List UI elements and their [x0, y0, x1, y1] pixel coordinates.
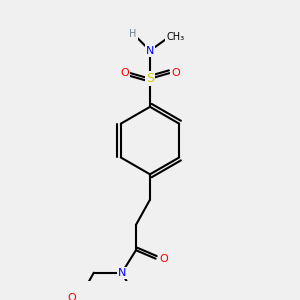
Text: N: N	[146, 46, 154, 56]
Text: O: O	[160, 254, 168, 264]
Text: N: N	[118, 268, 126, 278]
Text: O: O	[120, 68, 129, 78]
Text: O: O	[67, 293, 76, 300]
Text: H: H	[129, 29, 137, 39]
Text: O: O	[171, 68, 180, 78]
Text: CH₃: CH₃	[166, 32, 184, 41]
Text: S: S	[146, 72, 154, 85]
